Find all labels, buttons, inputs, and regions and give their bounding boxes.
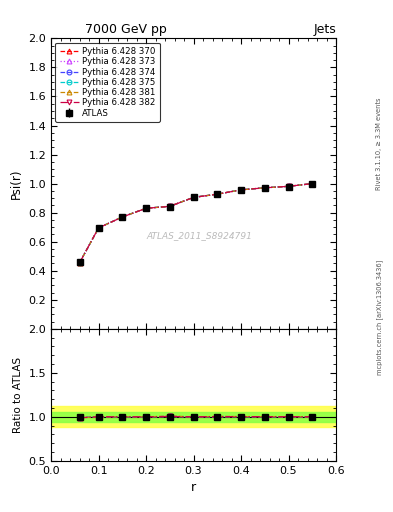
Text: 7000 GeV pp: 7000 GeV pp [85,23,167,35]
Pythia 6.428 373 [120,214,125,220]
Pythia 6.428 375 [96,225,101,231]
Pythia 6.428 373 [167,203,172,209]
Pythia 6.428 374 [144,205,149,211]
Pythia 6.428 374 [310,181,315,187]
Pythia 6.428 370 [310,181,315,187]
Pythia 6.428 381 [215,191,220,197]
Pythia 6.428 381 [191,195,196,201]
Pythia 6.428 375 [167,203,172,209]
Pythia 6.428 370 [167,203,172,209]
Pythia 6.428 373 [263,185,267,191]
Pythia 6.428 381 [239,187,243,193]
Pythia 6.428 373 [215,191,220,197]
Pythia 6.428 374 [120,214,125,220]
X-axis label: r: r [191,481,196,494]
Pythia 6.428 370 [120,214,125,220]
Pythia 6.428 375 [310,181,315,187]
Pythia 6.428 375 [286,183,291,189]
Pythia 6.428 370 [77,260,82,266]
Pythia 6.428 373 [286,183,291,189]
Line: Pythia 6.428 374: Pythia 6.428 374 [77,181,315,265]
Pythia 6.428 370 [191,195,196,201]
Pythia 6.428 374 [215,191,220,197]
Pythia 6.428 374 [239,187,243,193]
Pythia 6.428 375 [263,185,267,191]
Pythia 6.428 374 [167,203,172,209]
Pythia 6.428 373 [96,225,101,231]
Pythia 6.428 374 [96,225,101,231]
Pythia 6.428 370 [239,187,243,193]
Pythia 6.428 373 [191,195,196,201]
Pythia 6.428 375 [191,194,196,200]
Pythia 6.428 382 [77,260,82,266]
Pythia 6.428 373 [144,205,149,211]
Line: Pythia 6.428 375: Pythia 6.428 375 [77,181,315,265]
Pythia 6.428 373 [239,187,243,193]
Legend: Pythia 6.428 370, Pythia 6.428 373, Pythia 6.428 374, Pythia 6.428 375, Pythia 6: Pythia 6.428 370, Pythia 6.428 373, Pyth… [55,42,160,122]
Pythia 6.428 382 [96,225,101,231]
Pythia 6.428 382 [239,187,243,193]
Pythia 6.428 381 [96,225,101,231]
Pythia 6.428 381 [167,203,172,209]
Pythia 6.428 381 [286,183,291,189]
Bar [51,406,336,428]
Text: ATLAS_2011_S8924791: ATLAS_2011_S8924791 [146,231,252,240]
Pythia 6.428 382 [215,191,220,197]
Pythia 6.428 374 [77,260,82,266]
Pythia 6.428 382 [310,181,315,187]
Pythia 6.428 374 [263,185,267,191]
Pythia 6.428 382 [167,203,172,209]
Y-axis label: Ratio to ATLAS: Ratio to ATLAS [13,357,23,433]
Pythia 6.428 370 [215,191,220,197]
Pythia 6.428 375 [215,191,220,197]
Pythia 6.428 370 [144,205,149,211]
Pythia 6.428 373 [77,260,82,266]
Pythia 6.428 381 [263,185,267,191]
Pythia 6.428 382 [144,205,149,211]
Pythia 6.428 374 [191,195,196,201]
Pythia 6.428 375 [239,187,243,193]
Pythia 6.428 382 [120,214,125,220]
Line: Pythia 6.428 373: Pythia 6.428 373 [77,181,315,265]
Pythia 6.428 370 [286,183,291,189]
Text: Rivet 3.1.10, ≥ 3.3M events: Rivet 3.1.10, ≥ 3.3M events [376,97,382,189]
Pythia 6.428 382 [286,183,291,189]
Pythia 6.428 375 [120,214,125,220]
Line: Pythia 6.428 382: Pythia 6.428 382 [77,181,315,265]
Pythia 6.428 370 [96,225,101,231]
Text: Jets: Jets [313,23,336,35]
Pythia 6.428 374 [286,183,291,189]
Line: Pythia 6.428 370: Pythia 6.428 370 [77,181,315,265]
Pythia 6.428 375 [77,260,82,266]
Y-axis label: Psi(r): Psi(r) [10,168,23,199]
Pythia 6.428 381 [144,205,149,211]
Pythia 6.428 381 [77,260,82,266]
Pythia 6.428 382 [191,195,196,201]
Pythia 6.428 381 [310,181,315,187]
Line: Pythia 6.428 381: Pythia 6.428 381 [77,181,315,265]
Pythia 6.428 370 [263,185,267,191]
Pythia 6.428 375 [144,205,149,211]
Pythia 6.428 373 [310,181,315,187]
Pythia 6.428 381 [120,214,125,220]
Bar [51,412,336,422]
Text: mcplots.cern.ch [arXiv:1306.3436]: mcplots.cern.ch [arXiv:1306.3436] [376,260,383,375]
Pythia 6.428 382 [263,185,267,191]
